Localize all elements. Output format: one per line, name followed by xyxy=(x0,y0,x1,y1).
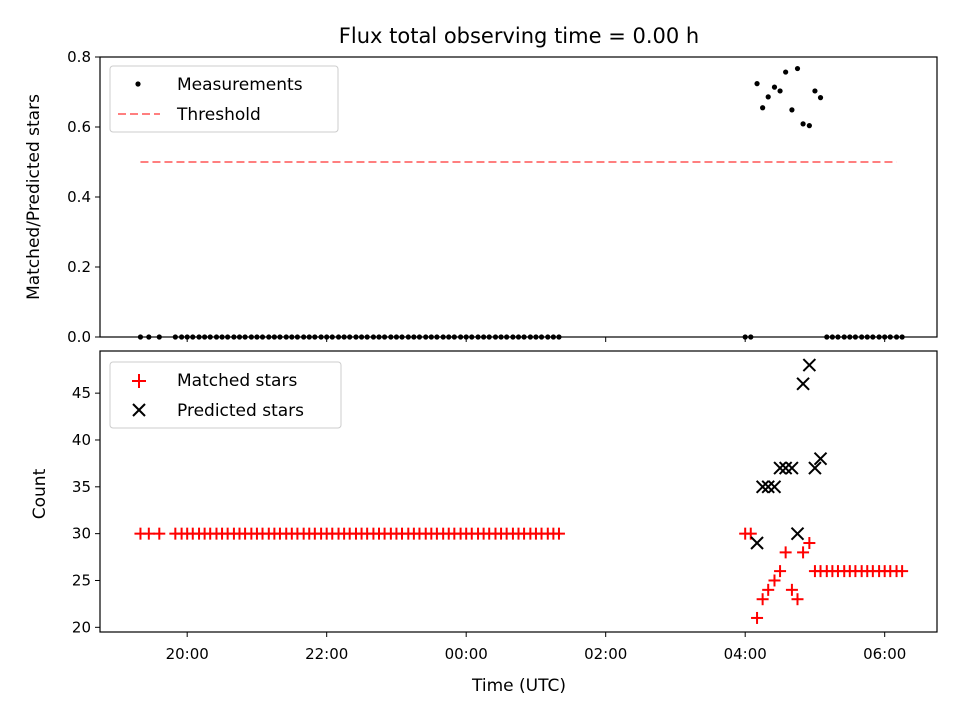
predicted-stars-point xyxy=(755,480,770,494)
measurements-point xyxy=(800,121,806,127)
measurements-point xyxy=(777,88,783,94)
measurements-point xyxy=(760,105,766,111)
measurements-point xyxy=(817,95,824,101)
predicted-stars-point xyxy=(802,358,817,372)
measurements-point xyxy=(789,107,795,113)
matched-stars-point xyxy=(791,593,804,606)
legend-measurements-marker xyxy=(135,81,141,87)
measurements-point xyxy=(806,123,812,129)
bottom-x-tick-label: 02:00 xyxy=(584,645,627,663)
bottom-x-ticks: 20:00 22:00 00:00 02:00 04:00 06:00 xyxy=(166,632,906,663)
bottom-legend: Matched stars Predicted stars xyxy=(109,361,342,429)
top-panel: 0.00.20.40.60.8 Matched/Predicted stars … xyxy=(24,48,938,346)
x-axis-label: Time (UTC) xyxy=(471,676,566,696)
predicted-stars-point xyxy=(778,461,793,475)
legend-matched-label: Matched stars xyxy=(177,371,297,391)
matched-stars-point xyxy=(797,546,810,559)
measurements-point xyxy=(783,69,789,75)
matched-stars-point xyxy=(803,537,816,550)
predicted-stars-point xyxy=(790,526,805,541)
predicted-stars-point xyxy=(767,480,782,494)
bottom-y-tick-label: 30 xyxy=(72,525,91,543)
top-y-tick-label: 0.6 xyxy=(67,118,91,136)
matched-stars-point xyxy=(785,583,798,596)
matched-stars-point xyxy=(751,611,764,624)
bottom-plot-frame xyxy=(99,350,938,633)
bottom-x-tick-label: 00:00 xyxy=(445,645,488,663)
measurements-point xyxy=(771,84,778,90)
predicted-stars-point xyxy=(750,536,764,550)
matched-stars-point xyxy=(896,565,909,578)
matched-stars-point xyxy=(762,583,775,596)
predicted-stars-point xyxy=(773,461,787,475)
matched-stars-point xyxy=(774,565,787,578)
bottom-y-tick-label: 35 xyxy=(72,478,91,496)
bottom-panel: 20 25 30 35 40 45 20:00 22:00 00:00 02:00 04:00 06… xyxy=(30,350,938,696)
top-legend-frame xyxy=(109,65,339,133)
top-y-tick-label: 0.4 xyxy=(67,188,91,206)
legend-measurements-label: Measurements xyxy=(177,75,303,95)
matched-stars-point xyxy=(768,574,781,587)
bottom-y-axis-label: Count xyxy=(30,468,50,519)
legend-predicted-marker xyxy=(132,403,146,417)
legend-threshold-label: Threshold xyxy=(176,105,261,125)
top-y-tick-label: 0.8 xyxy=(67,48,91,66)
top-y-ticks: 0.0 0.2 0.4 0.6 0.8 xyxy=(67,48,100,346)
bottom-y-tick-label: 45 xyxy=(72,384,91,402)
bottom-y-tick-label: 25 xyxy=(72,571,91,589)
bottom-y-tick-label: 40 xyxy=(72,431,91,449)
predicted-stars-point xyxy=(761,480,775,494)
legend-matched-marker xyxy=(132,374,146,388)
matched-stars-point xyxy=(552,527,565,540)
measurements-point xyxy=(765,94,771,100)
matched-stars-point xyxy=(779,546,792,559)
predicted-stars-point xyxy=(813,452,828,466)
top-y-axis-label: Matched/Predicted stars xyxy=(24,94,44,300)
chart-title: Flux total observing time = 0.00 h xyxy=(339,24,699,48)
bottom-y-ticks: 20 25 30 35 40 45 xyxy=(72,384,100,636)
matched-stars-point xyxy=(142,527,155,540)
predicted-stars-point xyxy=(785,461,799,475)
bottom-legend-frame xyxy=(109,361,342,429)
legend-predicted-label: Predicted stars xyxy=(177,401,304,421)
measurements-point xyxy=(754,81,760,87)
predicted-stars-point xyxy=(796,377,810,391)
measurements-point xyxy=(794,65,801,72)
bottom-y-tick-label: 20 xyxy=(72,618,91,636)
top-legend: Measurements Threshold xyxy=(109,65,339,133)
matched-stars-point xyxy=(153,527,166,540)
bottom-x-tick-label: 04:00 xyxy=(724,645,767,663)
predicted-stars-point xyxy=(808,461,822,475)
matched-stars-point xyxy=(756,593,769,606)
bottom-x-tick-label: 06:00 xyxy=(863,645,906,663)
bottom-x-tick-label: 22:00 xyxy=(305,645,348,663)
bottom-plot-marks xyxy=(134,358,909,624)
top-y-tick-label: 0.2 xyxy=(67,258,91,276)
top-x-ticks xyxy=(186,337,886,342)
top-y-tick-label: 0.0 xyxy=(67,328,91,346)
measurements-point xyxy=(812,88,818,94)
bottom-x-tick-label: 20:00 xyxy=(166,645,209,663)
